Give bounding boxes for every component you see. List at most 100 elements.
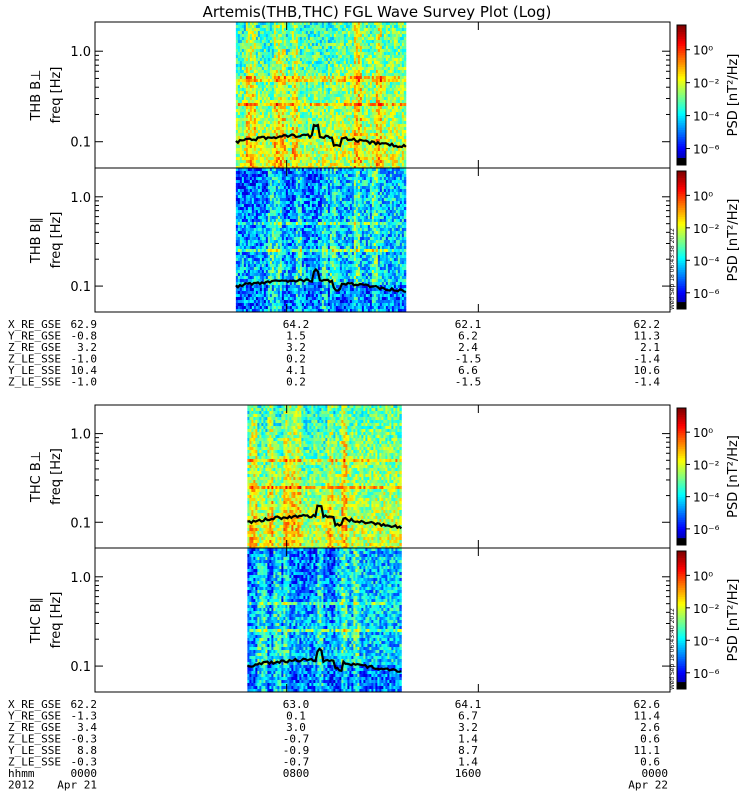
ephemeris-value: 8.8	[77, 744, 97, 757]
ephemeris-value: -1.5	[455, 353, 482, 366]
time-tick-label: 1600	[455, 767, 482, 780]
ephemeris-value: 1.4	[458, 756, 478, 769]
ephemeris-value: -1.3	[71, 710, 98, 723]
ephemeris-label: Z_LE_SSE	[8, 376, 61, 389]
ephemeris-value: 0.6	[640, 756, 660, 769]
ephemeris-value: 62.2	[71, 698, 98, 711]
colorbar-label: PSD [nT²/Hz]	[726, 579, 741, 662]
ephemeris-value: 0.6	[640, 733, 660, 746]
ephemeris-value: 6.6	[458, 364, 478, 377]
ephemeris-label: Y_RE_GSE	[8, 330, 61, 343]
panel-ylabel: THC B∥	[29, 597, 44, 644]
ephemeris-value: 11.4	[634, 710, 661, 723]
y-tick-label: 0.1	[70, 660, 91, 675]
spectrogram-image	[235, 22, 407, 168]
ephemeris-label: Y_LE_SSE	[8, 364, 61, 377]
colorbar-frame	[676, 550, 687, 690]
cutoff-trace	[247, 504, 403, 530]
ephemeris-value: -1.4	[634, 376, 661, 389]
ephemeris-value: -1.0	[71, 353, 98, 366]
ephemeris-value: 0.1	[286, 710, 306, 723]
ephemeris-value: 62.6	[634, 698, 661, 711]
ephemeris-value: -0.3	[71, 733, 98, 746]
y-tick-label: 1.0	[70, 428, 91, 443]
panel-ylabel: THC B⊥	[29, 451, 44, 503]
freq-axis-label: freq [Hz]	[49, 592, 64, 649]
colorbar-frame	[676, 407, 687, 546]
ephemeris-value: -0.7	[283, 733, 310, 746]
ephemeris-value: 62.9	[71, 318, 98, 331]
time-axis: hhmm 0000 0800 1600 0000 2012 Apr 21 Apr 22	[8, 767, 668, 792]
spectrogram-panel: 1.0 0.1 THC B⊥ freq [Hz]	[29, 404, 671, 549]
ephemeris-value: -1.0	[71, 376, 98, 389]
ephemeris-value: 3.2	[77, 341, 97, 354]
spectrogram-panel: 1.0 0.1 THC B∥ freq [Hz]	[29, 547, 671, 693]
colorbar-tick-label: 10⁰	[693, 426, 713, 440]
colorbar-tick-label: 10⁻²	[693, 222, 720, 236]
thc-ephemeris: X_RE_GSE 62.2 63.0 64.1 62.6 Y_RE_GSE -1.3 0.1 6…	[8, 698, 660, 769]
ephemeris-label: Z_RE_GSE	[8, 721, 61, 734]
colorbar-tick-label: 10⁻⁴	[693, 254, 720, 268]
ephemeris-value: -1.5	[455, 376, 482, 389]
colorbar-tick-label: 10⁰	[693, 569, 713, 583]
ephemeris-label: Z_LE_SSE	[8, 353, 61, 366]
ephemeris-value: 1.5	[286, 330, 306, 343]
ephemeris-value: 3.4	[77, 721, 97, 734]
colorbar-label: PSD [nT²/Hz]	[726, 435, 741, 518]
ephemeris-value: -0.9	[283, 744, 310, 757]
colorbar-tick-label: 10⁻⁴	[693, 110, 720, 124]
freq-axis-label: freq [Hz]	[49, 448, 64, 505]
spectrogram-image	[246, 548, 402, 692]
time-tick-label: 0000	[642, 767, 669, 780]
ephemeris-label: X_RE_GSE	[8, 698, 61, 711]
ephemeris-value: 10.4	[71, 364, 98, 377]
ephemeris-value: 11.3	[634, 330, 661, 343]
ephemeris-value: 6.2	[458, 330, 478, 343]
ephemeris-label: X_RE_GSE	[8, 318, 61, 331]
plot-timestamp: Wed Sep 18 06:43:40 2012	[669, 608, 676, 690]
colorbar-tick-label: 10⁻²	[693, 458, 720, 472]
colorbar-tick-label: 10⁻⁴	[693, 491, 720, 505]
spectrogram-image	[235, 168, 407, 312]
colorbar-tick-label: 10⁰	[693, 44, 713, 58]
ephemeris-value: -1.4	[634, 353, 661, 366]
y-tick-label: 0.1	[70, 516, 91, 531]
ephemeris-value: 3.2	[458, 721, 478, 734]
ephemeris-tables: X_RE_GSE 62.9 64.2 62.1 62.2 Y_RE_GSE -0.8 1.5 6…	[8, 318, 668, 792]
colorbar-tick-label: 10⁻⁶	[693, 523, 720, 537]
ephemeris-value: 1.4	[458, 733, 478, 746]
y-tick-label: 1.0	[70, 45, 91, 60]
y-tick-label: 0.1	[70, 280, 91, 295]
ephemeris-label: Z_LE_SSE	[8, 733, 61, 746]
spectrogram-panels: 1.0 0.1 THB B⊥ freq [Hz] 1.0 0.1 THB B∥ freq [H…	[29, 21, 671, 693]
freq-axis-label: freq [Hz]	[49, 67, 64, 124]
colorbar-frame	[676, 24, 687, 166]
ephemeris-value: 2.4	[458, 341, 478, 354]
ephemeris-value: 3.0	[286, 721, 306, 734]
panel-ylabel: THB B⊥	[29, 69, 44, 121]
cutoff-trace	[235, 267, 407, 294]
ephemeris-value: 4.1	[286, 364, 306, 377]
colorbar: 10⁰ 10⁻² 10⁻⁴ 10⁻⁶ PSD [nT²/Hz]	[676, 407, 741, 546]
panel-frame	[94, 547, 671, 693]
ephemeris-value: 2.6	[640, 721, 660, 734]
ephemeris-value: 63.0	[283, 698, 310, 711]
ephemeris-value: 2.1	[640, 341, 660, 354]
ephemeris-value: 64.2	[283, 318, 310, 331]
ephemeris-label: Y_RE_GSE	[8, 710, 61, 723]
colorbar-tick-label: 10⁻⁶	[693, 143, 720, 157]
ephemeris-label: Y_LE_SSE	[8, 744, 61, 757]
spectrogram-panel: 1.0 0.1 THB B⊥ freq [Hz]	[29, 21, 671, 169]
ephemeris-value: 8.7	[458, 744, 478, 757]
colorbar-tick-label: 10⁻⁶	[693, 287, 720, 301]
ephemeris-value: -0.8	[71, 330, 98, 343]
ephemeris-label: Z_RE_GSE	[8, 341, 61, 354]
colorbar-tick-label: 10⁻⁴	[693, 634, 720, 648]
ephemeris-label: Z_LE_SSE	[8, 756, 61, 769]
ephemeris-value: 62.1	[455, 318, 482, 331]
colorbar-frame	[676, 170, 687, 310]
y-tick-label: 0.1	[70, 136, 91, 151]
plot-timestamp: Wed Sep 18 06:43:38 2012	[669, 228, 676, 310]
ephemeris-value: 3.2	[286, 341, 306, 354]
time-tick-label: 0000	[71, 767, 98, 780]
